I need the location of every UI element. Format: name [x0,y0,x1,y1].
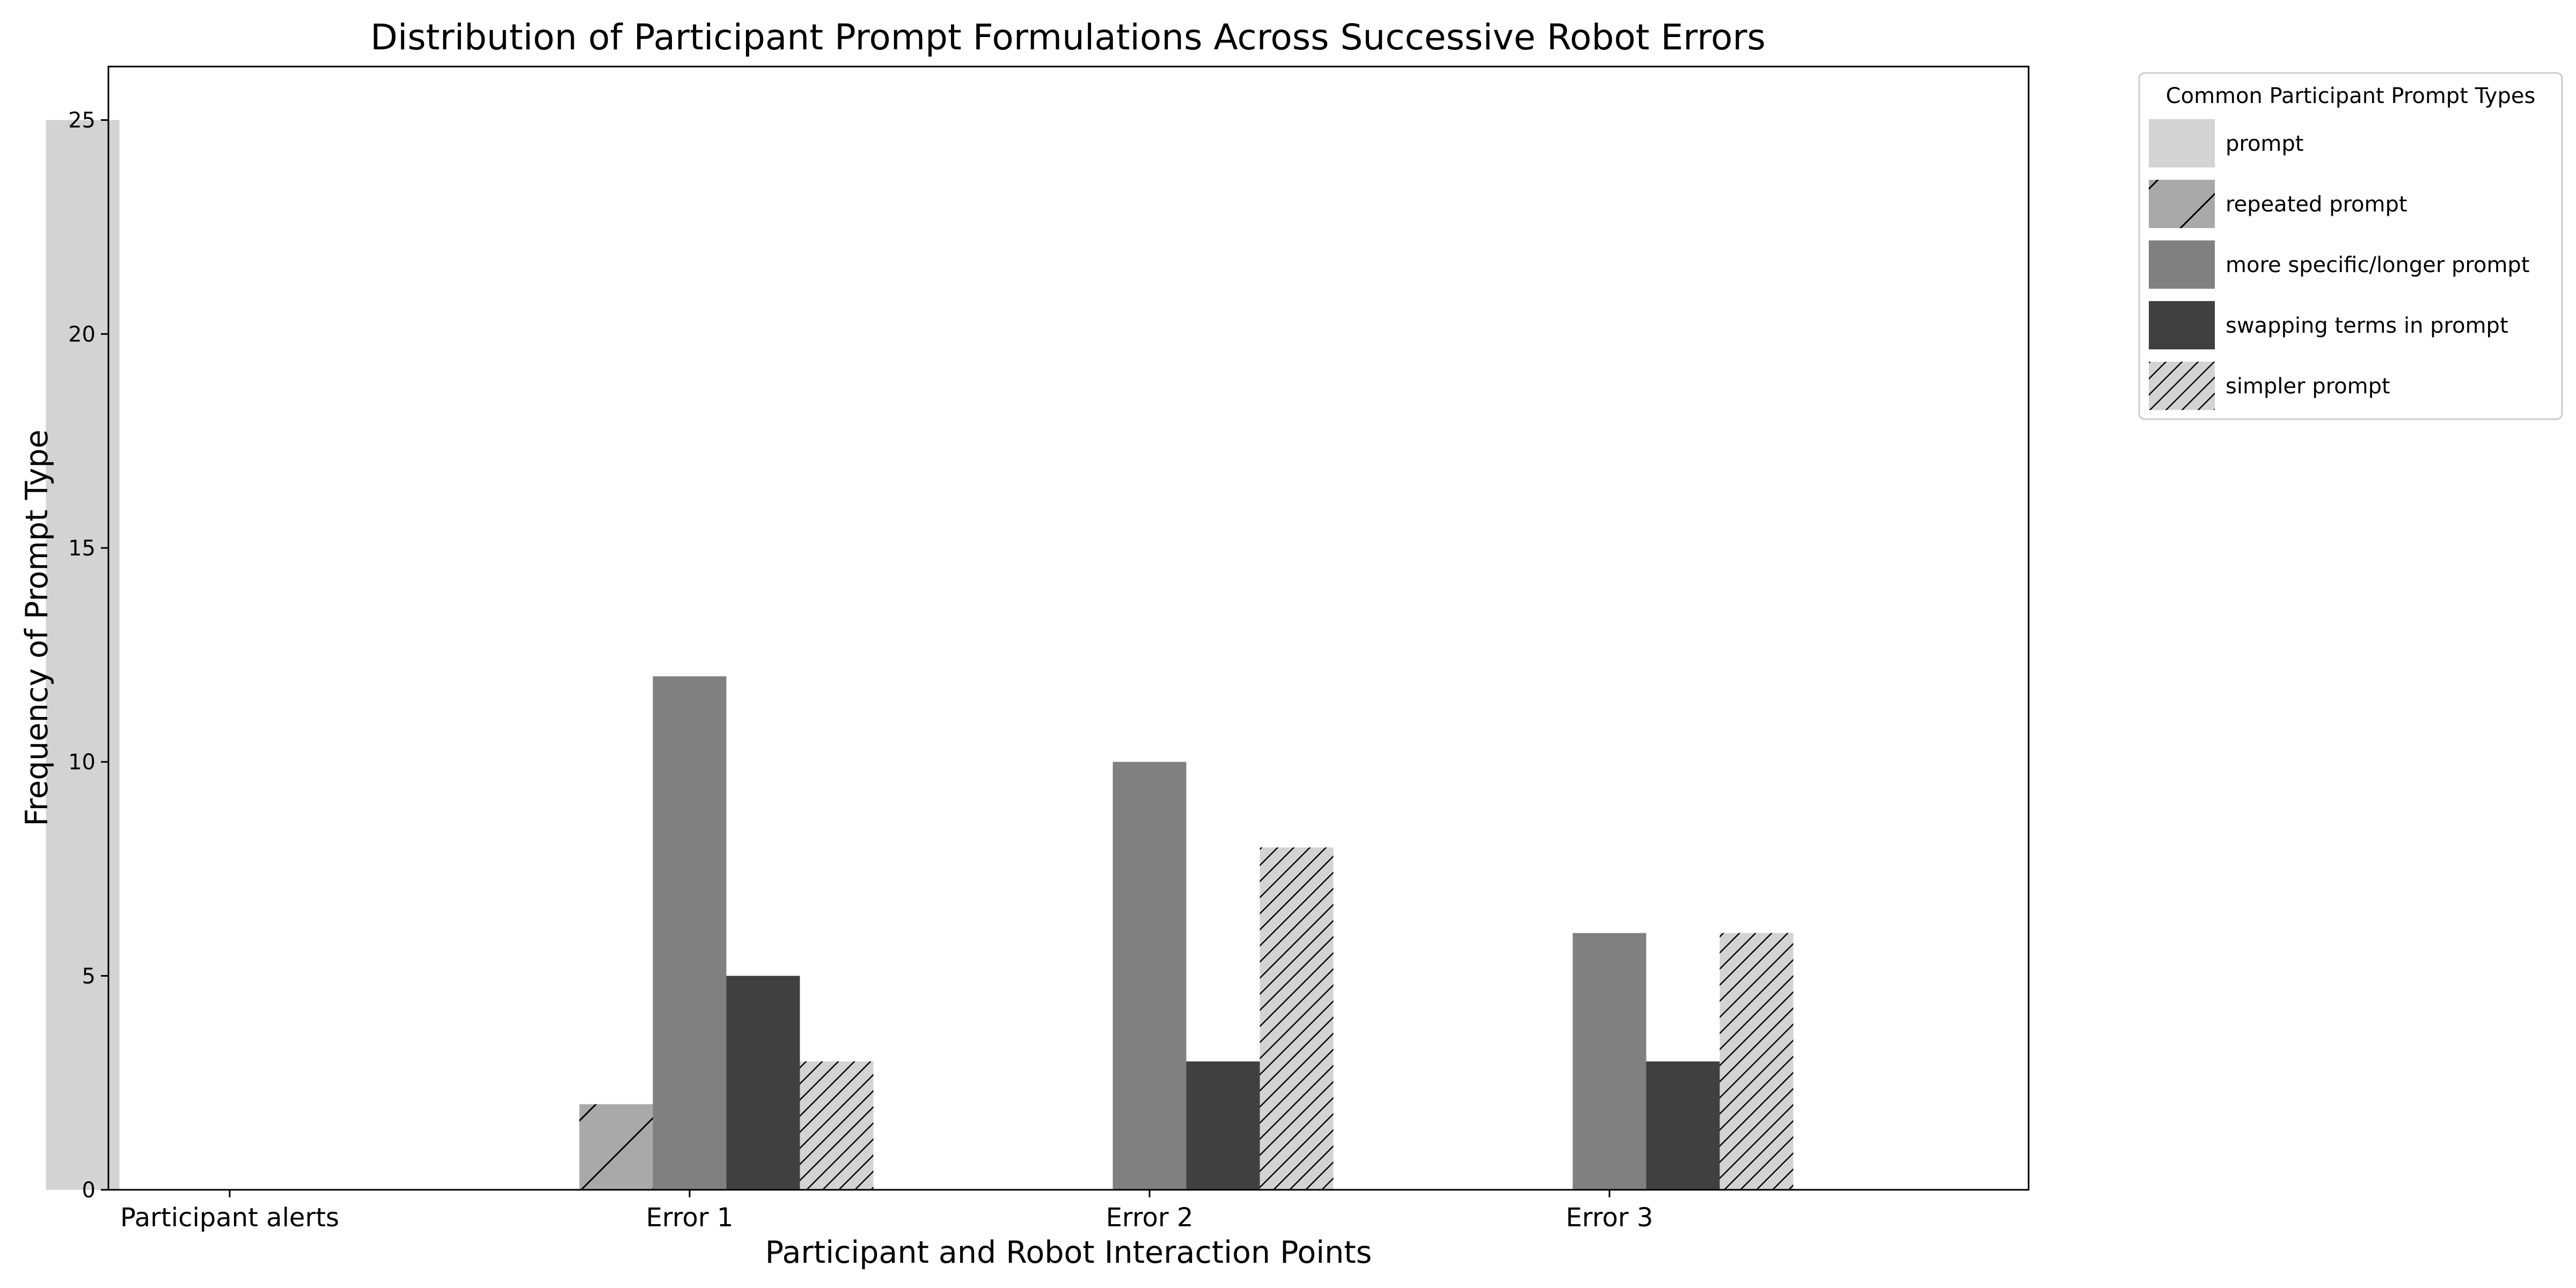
y-tick-label: 20 [68,322,96,347]
x-tick-label: Error 2 [1106,1203,1194,1233]
legend-swatch-hatch [2149,180,2215,228]
bar [1113,762,1187,1190]
bar-hatch [579,1104,653,1190]
bar [46,120,120,1190]
legend: Common Participant Prompt Types prompt re… [2138,72,2563,420]
y-axis: 0 5 10 15 20 25 [68,108,108,1203]
x-axis: Participant alerts Error 1 Error 2 Error 3 [120,1190,1653,1233]
legend-label: repeated prompt [2226,192,2407,217]
x-axis-label: Participant and Robot Interaction Points [765,1235,1372,1270]
legend-items: prompt repeated prompt more specific/longe… [2149,119,2530,410]
bar [726,976,800,1190]
x-tick-label: Participant alerts [120,1203,339,1233]
y-tick-label: 15 [68,536,96,561]
bar [1572,933,1646,1190]
y-tick-label: 10 [68,750,96,775]
legend-swatch [2149,240,2215,289]
y-axis-label: Frequency of Prompt Type [19,429,55,826]
y-tick-label: 25 [68,108,96,133]
bar [1186,1061,1260,1190]
y-tick-label: 5 [82,964,96,989]
legend-title: Common Participant Prompt Types [2166,84,2536,108]
legend-label: swapping terms in prompt [2226,313,2508,338]
legend-label: prompt [2226,131,2303,156]
legend-frame [2138,72,2563,420]
legend-swatch [2149,301,2215,349]
bar-hatch [800,1061,874,1190]
legend-swatch-hatch [2149,362,2215,410]
bar [653,676,727,1190]
bars-layer [46,120,1794,1190]
x-tick-label: Error 3 [1566,1203,1653,1233]
legend-label: more specific/longer prompt [2226,253,2530,277]
plot-frame [107,65,2030,1191]
bar-hatch [1260,847,1334,1190]
legend-swatch [2149,119,2215,167]
x-tick-label: Error 1 [646,1203,734,1233]
bar [1646,1061,1720,1190]
legend-label: simpler prompt [2226,374,2390,399]
bar-hatch [1719,933,1794,1190]
chart-title: Distribution of Participant Prompt Formu… [370,17,1766,58]
y-tick-label: 0 [82,1178,96,1203]
